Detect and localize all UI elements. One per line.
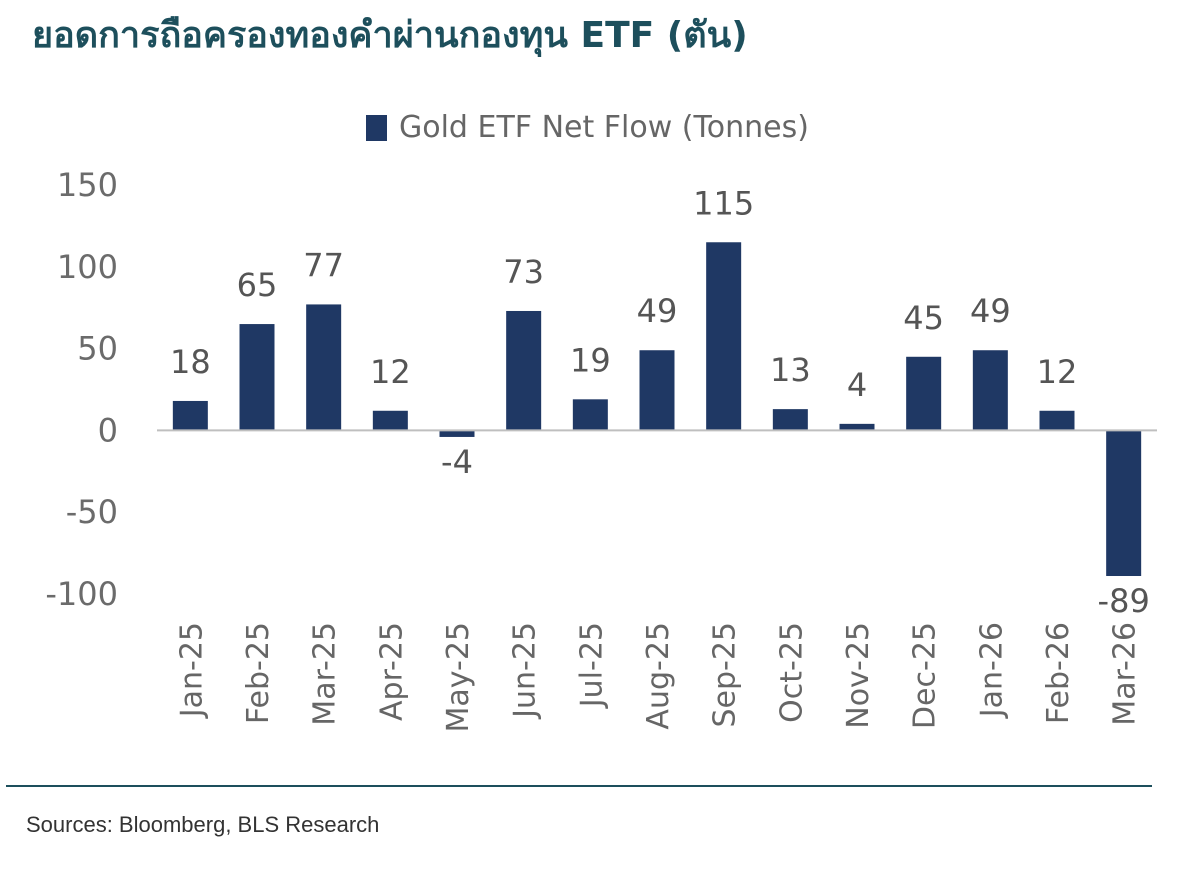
x-tick-label: Jan-25 — [174, 622, 209, 719]
data-label-nov-25: 4 — [847, 366, 867, 404]
bar-mar-25 — [306, 304, 342, 431]
data-label-feb-26: 12 — [1037, 353, 1078, 391]
x-tick-label: Apr-25 — [374, 622, 409, 721]
bar-nov-25 — [839, 423, 875, 431]
source-note: Sources: Bloomberg, BLS Research — [26, 812, 380, 837]
x-tick-label: Nov-25 — [841, 622, 876, 729]
x-tick-label: Mar-26 — [1108, 622, 1143, 726]
x-tick-label: Aug-25 — [641, 622, 676, 730]
y-tick-label: 50 — [77, 330, 118, 368]
x-tick-label: Jun-25 — [508, 622, 543, 720]
y-tick-label: -50 — [66, 493, 118, 531]
x-tick-label: Jul-25 — [574, 622, 609, 709]
data-label-aug-25: 49 — [637, 292, 678, 330]
bar-oct-25 — [772, 409, 808, 431]
bar-mar-26 — [1106, 430, 1142, 577]
bar-sep-25 — [706, 242, 742, 431]
y-tick-label: 0 — [98, 411, 118, 449]
bar-feb-26 — [1039, 410, 1075, 431]
data-label-mar-26: -89 — [1098, 582, 1150, 620]
bar-jan-26 — [972, 350, 1008, 431]
data-label-jan-26: 49 — [970, 292, 1011, 330]
data-label-may-25: -4 — [441, 443, 473, 481]
y-tick-label: -100 — [45, 575, 118, 613]
x-tick-label: Dec-25 — [908, 622, 943, 729]
x-tick-label: Jan-26 — [974, 622, 1009, 719]
data-label-jan-25: 18 — [170, 343, 211, 381]
x-tick-label: Feb-26 — [1041, 622, 1076, 724]
y-tick-label: 100 — [57, 248, 118, 286]
legend-label: Gold ETF Net Flow (Tonnes) — [399, 110, 809, 145]
legend-swatch — [366, 115, 387, 141]
bar-aug-25 — [639, 350, 675, 431]
bar-chart: Gold ETF Net Flow (Tonnes) 150 100 50 0 -50 -… — [45, 110, 1157, 733]
data-label-feb-25: 65 — [237, 266, 278, 304]
bar-series — [172, 242, 1142, 577]
x-tick-label: Mar-25 — [308, 622, 343, 726]
bar-may-25 — [439, 430, 475, 437]
x-tick-label: Feb-25 — [241, 622, 276, 724]
bar-dec-25 — [906, 356, 942, 431]
bar-jan-25 — [172, 400, 208, 431]
footer-divider — [6, 785, 1152, 787]
bar-jul-25 — [572, 399, 608, 431]
data-label-jun-25: 73 — [503, 253, 544, 291]
x-tick-label: Oct-25 — [774, 622, 809, 723]
bar-apr-25 — [372, 410, 408, 431]
bar-jun-25 — [506, 310, 542, 431]
data-label-jul-25: 19 — [570, 341, 611, 379]
chart-legend: Gold ETF Net Flow (Tonnes) — [366, 110, 809, 145]
data-label-mar-25: 77 — [303, 246, 344, 284]
x-tick-label: Sep-25 — [708, 622, 743, 728]
bar-feb-25 — [239, 324, 275, 431]
data-label-apr-25: 12 — [370, 353, 411, 391]
y-tick-label: 150 — [57, 166, 118, 204]
chart-title: ยอดการถือครองทองคำผ่านกองทุน ETF (ตัน) — [32, 15, 748, 56]
data-label-dec-25: 45 — [903, 299, 944, 337]
data-labels: 18 65 77 12 -4 73 19 49 115 13 4 45 49 12 -89 — [170, 184, 1150, 620]
y-axis: 150 100 50 0 -50 -100 — [45, 166, 118, 613]
x-axis: Jan-25 Feb-25 Mar-25 Apr-25 May-25 Jun-25 Jul-… — [174, 622, 1142, 733]
data-label-sep-25: 115 — [693, 184, 754, 222]
data-label-oct-25: 13 — [770, 351, 811, 389]
x-tick-label: May-25 — [441, 622, 476, 733]
